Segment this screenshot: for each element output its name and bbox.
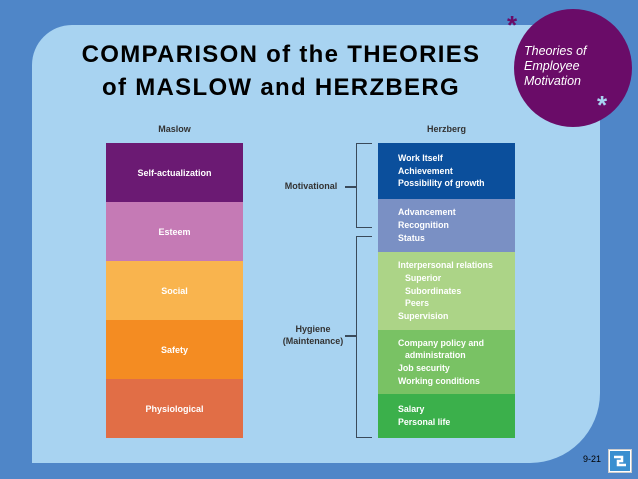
factor: Job security	[398, 363, 450, 373]
asterisk-icon: *	[597, 90, 608, 120]
factor: administration	[405, 350, 466, 361]
maslow-level: Self-actualization	[106, 143, 243, 202]
factor: Possibility of growth	[398, 178, 485, 189]
maslow-level: Safety	[106, 320, 243, 379]
maslow-pyramid: Self-actualization Esteem Social Safety …	[106, 143, 243, 438]
factor: Salary	[398, 404, 425, 415]
asterisk-icon: *	[507, 10, 518, 40]
slide-title: COMPARISON of the THEORIES of MASLOW and …	[81, 41, 481, 101]
herzberg-group: Advancement Recognition Status	[378, 199, 515, 252]
factor: Advancement	[398, 207, 456, 218]
publisher-logo-icon	[608, 449, 632, 473]
maslow-level: Physiological	[106, 379, 243, 438]
herzberg-group: Salary Personal life	[378, 394, 515, 438]
factor: Recognition	[398, 220, 449, 231]
factor: Superior	[405, 272, 442, 283]
factor: Working conditions	[398, 375, 480, 386]
motivational-bracket	[356, 143, 372, 228]
factor: Work Itself	[398, 152, 443, 163]
hygiene-bracket	[356, 236, 372, 438]
factor: Subordinates	[405, 285, 462, 296]
topic-badge	[514, 9, 632, 127]
factor: Achievement	[398, 165, 453, 176]
factor: Interpersonal relations	[398, 260, 493, 271]
factor: Status	[398, 232, 425, 243]
factor: Company policy and	[398, 337, 485, 348]
bracket-tick	[345, 186, 357, 188]
motivational-label: Motivational	[284, 181, 338, 191]
maslow-level: Social	[106, 261, 243, 320]
topic-badge-text: Theories of Employee Motivation	[524, 44, 587, 88]
herzberg-group: Interpersonal relations Superior Subordina…	[378, 252, 515, 330]
page-number: 9-21	[583, 454, 602, 464]
factor: Peers	[405, 298, 429, 309]
hygiene-label: Hygiene (Maintenance)	[282, 324, 344, 346]
bracket-tick	[345, 335, 357, 337]
herzberg-factors: Work Itself Achievement Possibility of gro…	[378, 143, 515, 438]
maslow-level: Esteem	[106, 202, 243, 261]
factor: Supervision	[398, 311, 449, 322]
herzberg-header: Herzberg	[426, 124, 466, 134]
herzberg-group: Work Itself Achievement Possibility of gro…	[378, 143, 515, 199]
factor: Personal life	[398, 417, 451, 427]
maslow-header: Maslow	[158, 124, 191, 134]
herzberg-group: Company policy and administration Job secu…	[378, 330, 515, 394]
